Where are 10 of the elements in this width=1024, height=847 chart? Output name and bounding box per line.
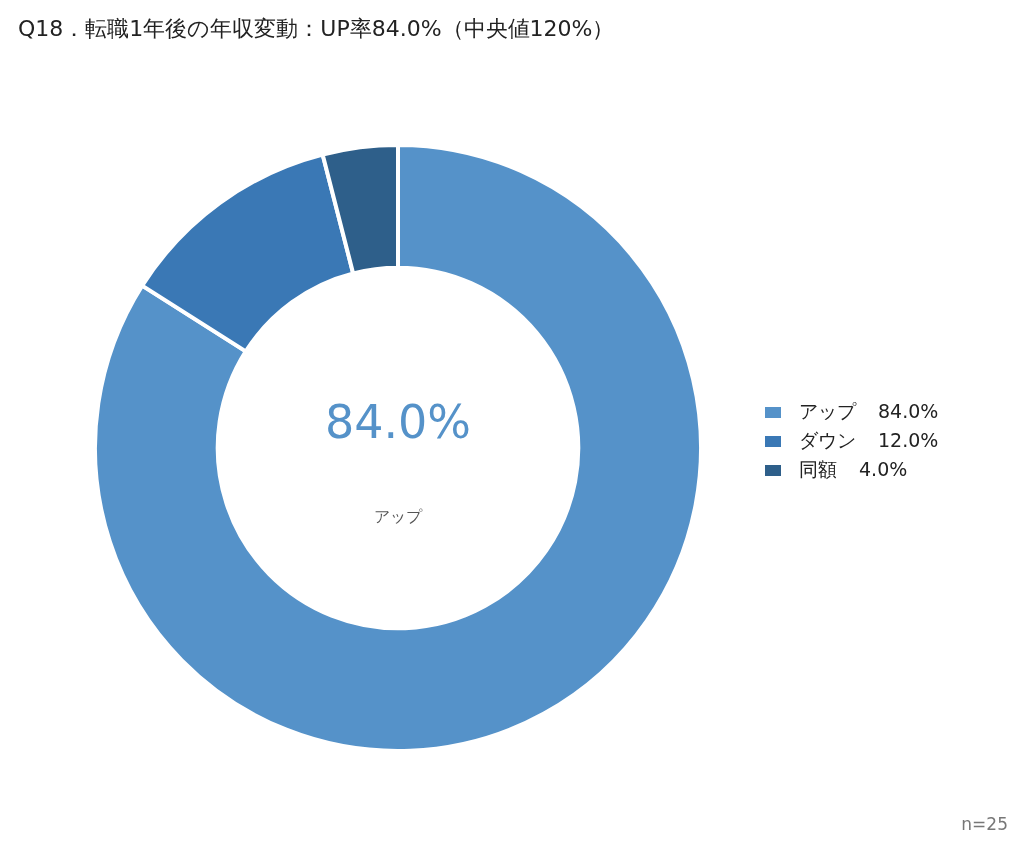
text: アップ [374, 507, 423, 526]
text: n=25 [961, 814, 1008, 834]
data-label: 4.0% [859, 458, 908, 480]
legend-label: 同額 [799, 458, 837, 480]
data-label: 84.0% [878, 400, 939, 422]
chart-title: Q18．転職1年後の年収変動：UP率84.0%（中央値120%） [18, 16, 615, 41]
legend-label: ダウン [799, 429, 856, 451]
legend-label: アップ [799, 400, 856, 422]
text: 84.0% [324, 395, 472, 449]
data-label: 12.0% [878, 429, 939, 451]
